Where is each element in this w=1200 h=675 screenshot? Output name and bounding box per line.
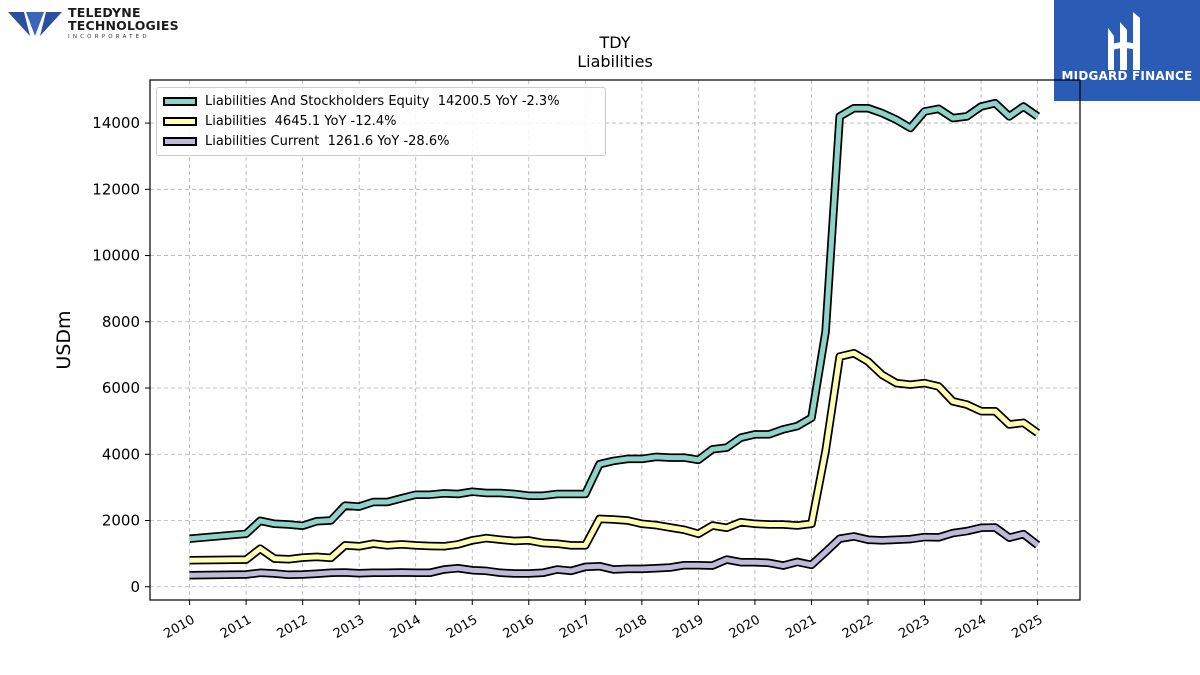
x-tick-label: 2016 [501,612,537,642]
brand-name: MIDGARD FINANCE [1061,69,1193,83]
company-name: TELEDYNE TECHNOLOGIES [68,6,179,32]
plot-frame [149,79,1081,601]
y-tick-label: 8000 [102,313,140,331]
company-name-line2: TECHNOLOGIES [68,18,179,33]
legend-swatch-equity [163,96,197,106]
legend-label-liabilities-current: Liabilities Current 1261.6 YoY -28.6% [205,133,450,149]
chart-legend: Liabilities And Stockholders Equity 1420… [156,87,606,156]
legend-swatch-liabilities-current [163,136,197,146]
x-tick-label: 2010 [161,612,197,642]
x-tick-label: 2024 [953,612,989,642]
chart-subtitle: Liabilities [577,52,653,71]
series-2-line [189,525,1040,578]
midgard-logo-icon [1108,12,1140,70]
x-tick-label: 2019 [670,612,706,642]
x-tick-label: 2021 [783,612,819,642]
y-axis-label: USDm [53,310,75,369]
series-0-line [189,100,1040,542]
x-tick-label: 2020 [727,612,763,642]
x-tick-label: 2013 [331,612,367,642]
legend-item-liabilities: Liabilities 4645.1 YoY -12.4% [163,111,397,131]
legend-label-equity: Liabilities And Stockholders Equity 1420… [205,93,560,109]
x-tick-label: 2015 [444,612,480,642]
x-tick-label: 2017 [557,612,593,642]
legend-label-liabilities: Liabilities 4645.1 YoY -12.4% [205,113,397,129]
teledyne-emblem-icon [8,12,62,36]
legend-swatch-liabilities [163,116,197,126]
x-tick-label: 2011 [218,612,254,642]
series-1-line [189,350,1040,563]
series-0-outline [189,98,1041,543]
x-tick-label: 2023 [896,612,932,642]
x-tick-label: 2018 [614,612,650,642]
y-tick-label: 4000 [102,445,140,463]
midgard-brand-box: MIDGARD FINANCE [1054,0,1200,101]
company-name-line3: INCORPORATED [68,34,150,40]
x-tick-label: 2014 [388,612,424,642]
legend-item-equity: Liabilities And Stockholders Equity 1420… [163,91,560,111]
y-tick-label: 12000 [92,180,140,198]
y-tick-label: 6000 [102,379,140,397]
chart-title: TDY [599,33,631,52]
y-tick-label: 2000 [102,512,140,530]
teledyne-logo: TELEDYNE TECHNOLOGIES INCORPORATED [6,4,186,44]
x-tick-label: 2025 [1009,612,1045,642]
y-tick-label: 0 [130,578,140,596]
company-name-line1: TELEDYNE [68,5,141,20]
x-tick-label: 2012 [274,612,310,642]
y-tick-label: 10000 [92,247,140,265]
chart-title-block: TDY Liabilities [440,33,790,71]
legend-item-liabilities-current: Liabilities Current 1261.6 YoY -28.6% [163,131,449,151]
x-tick-label: 2022 [840,612,876,642]
y-tick-label: 14000 [92,114,140,132]
